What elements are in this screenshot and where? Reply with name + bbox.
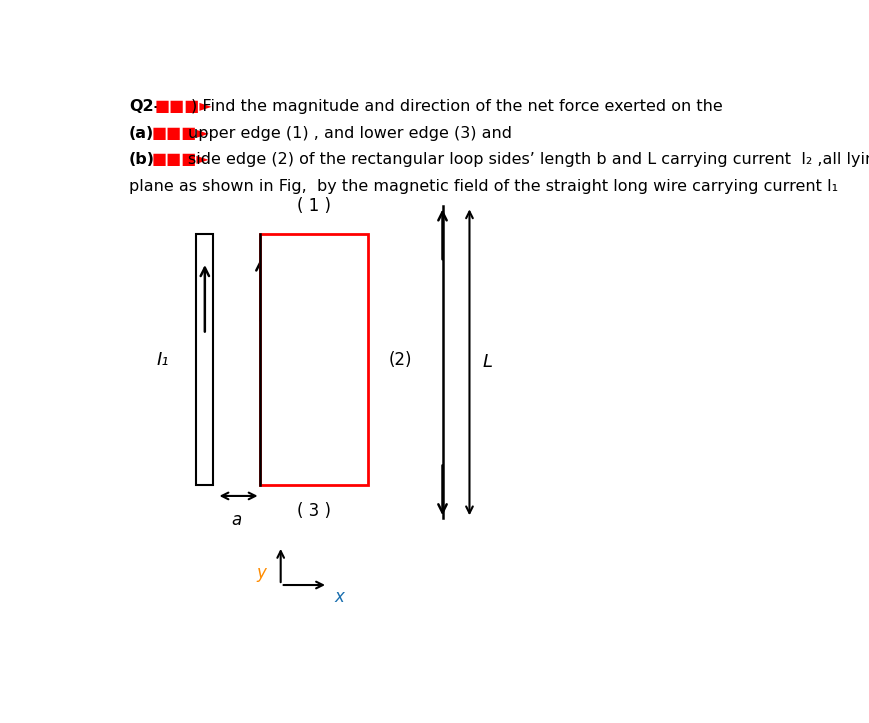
Text: a: a bbox=[231, 511, 242, 529]
Text: upper edge (1) , and lower edge (3) and: upper edge (1) , and lower edge (3) and bbox=[188, 126, 512, 141]
Text: b: b bbox=[308, 437, 319, 455]
Text: L: L bbox=[482, 354, 493, 372]
Text: side edge (2) of the rectangular loop sides’ length b and L carrying current  I₂: side edge (2) of the rectangular loop si… bbox=[188, 153, 869, 168]
Text: (a): (a) bbox=[129, 126, 154, 141]
Text: Q2-: Q2- bbox=[129, 99, 160, 114]
Bar bbox=[196, 234, 213, 485]
Text: ■■■►: ■■■► bbox=[151, 126, 209, 141]
Text: I₂: I₂ bbox=[290, 317, 303, 335]
Text: ■■■►: ■■■► bbox=[155, 99, 212, 114]
Text: (b): (b) bbox=[129, 153, 155, 168]
Text: ( 3 ): ( 3 ) bbox=[297, 502, 331, 520]
Bar bbox=[260, 234, 368, 485]
Text: ( 1 ): ( 1 ) bbox=[297, 197, 331, 215]
Text: plane as shown in Fig,  by the magnetic field of the straight long wire carrying: plane as shown in Fig, by the magnetic f… bbox=[129, 179, 837, 194]
Text: x: x bbox=[335, 588, 344, 606]
Text: y: y bbox=[255, 565, 266, 582]
Text: ■■■►: ■■■► bbox=[151, 153, 209, 168]
Text: ) Find the magnitude and direction of the net force exerted on the: ) Find the magnitude and direction of th… bbox=[191, 99, 722, 114]
Text: I₁: I₁ bbox=[156, 351, 169, 369]
Text: (2): (2) bbox=[388, 351, 412, 369]
